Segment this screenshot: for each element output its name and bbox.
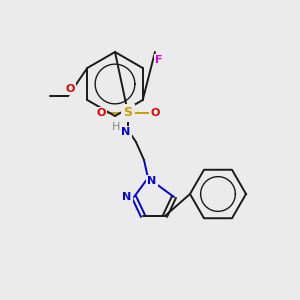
Text: O: O: [150, 108, 160, 118]
Text: N: N: [122, 127, 130, 137]
Text: N: N: [147, 176, 157, 186]
Text: F: F: [155, 55, 163, 65]
Text: S: S: [124, 106, 133, 119]
Text: N: N: [122, 192, 132, 202]
Text: O: O: [96, 108, 106, 118]
Text: O: O: [65, 84, 75, 94]
Text: H: H: [112, 122, 120, 132]
